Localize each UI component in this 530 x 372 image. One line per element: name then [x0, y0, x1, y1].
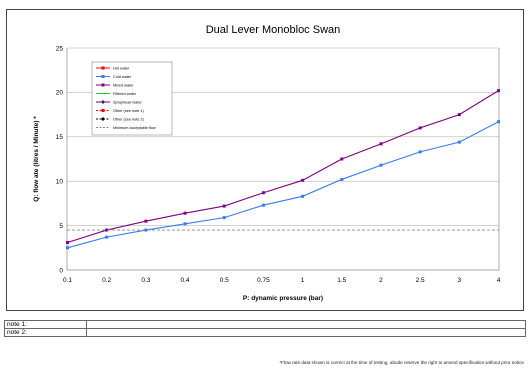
data-point — [340, 157, 344, 161]
legend-item: Cold water — [96, 75, 132, 79]
data-point — [418, 150, 422, 154]
legend-item: Other (see note 2) — [96, 117, 145, 122]
data-point — [457, 140, 461, 144]
x-tick-label: 0.2 — [102, 277, 111, 284]
note-row: note 1: — [4, 320, 526, 329]
x-tick-label: 0.4 — [181, 277, 190, 284]
data-point — [101, 117, 105, 121]
y-tick-label: 25 — [56, 45, 64, 52]
data-point — [183, 222, 187, 226]
x-tick-label: 4 — [497, 277, 501, 284]
data-point — [418, 126, 422, 130]
x-tick-label: 0.1 — [63, 277, 72, 284]
data-point — [340, 177, 344, 181]
series-line — [67, 121, 499, 249]
x-axis-label: P: dynamic pressure (bar) — [243, 295, 323, 302]
data-point — [101, 66, 105, 70]
x-tick-label: 2.5 — [416, 277, 425, 284]
data-point — [457, 113, 461, 117]
data-point — [379, 142, 383, 146]
data-point — [66, 246, 69, 250]
legend-item: Minimum acceptable flow — [96, 126, 156, 130]
data-point — [105, 235, 109, 239]
data-point — [101, 100, 105, 104]
gridlines — [67, 47, 499, 226]
legend-items: Hot water Cold water Mixed water Filtered w… — [96, 66, 156, 130]
notes-table: note 1: note 2: — [4, 320, 526, 337]
series-layer — [66, 89, 500, 250]
data-point — [261, 191, 265, 195]
data-point — [101, 83, 105, 87]
data-point — [301, 194, 305, 198]
data-point — [183, 211, 187, 215]
legend-label: Other (see note 2) — [113, 118, 145, 122]
x-tick-label: 1.5 — [337, 277, 346, 284]
data-point — [261, 203, 265, 207]
x-tick-labels: 0.1 0.2 0.3 0.4 0.5 0.75 1 1.5 2 2.5 3 4 — [63, 277, 501, 284]
y-tick-label: 10 — [56, 179, 64, 186]
data-point — [101, 75, 105, 78]
legend-label: Mixed water — [113, 84, 134, 88]
legend-item: Other (see note 1) — [96, 109, 145, 113]
legend-label: Other (see note 1) — [113, 109, 145, 113]
y-tick-label: 20 — [56, 90, 64, 97]
series-mixed-water — [66, 89, 500, 244]
legend-item: Mixed water — [96, 83, 134, 88]
y-tick-label: 5 — [59, 223, 63, 230]
note-text — [86, 328, 526, 337]
legend-label: Filtered water — [113, 92, 137, 96]
data-point — [144, 228, 148, 232]
x-tick-label: 0.3 — [141, 277, 150, 284]
series-cold-water — [66, 120, 500, 250]
legend-item: Filtered water — [96, 92, 137, 96]
legend: Hot water Cold water Mixed water Filtered w… — [91, 61, 173, 136]
x-tick-label: 1 — [301, 277, 305, 284]
x-tick-label: 0.5 — [220, 277, 229, 284]
series-line — [67, 90, 499, 243]
y-tick-labels: 0 5 10 15 20 25 — [56, 45, 64, 274]
chart-title: Dual Lever Monobloc Swan — [206, 24, 341, 36]
data-point — [379, 163, 383, 167]
y-axis-label: Q: flow ate (litres / Minute) * — [33, 116, 40, 202]
data-point — [222, 204, 226, 208]
data-point — [101, 109, 105, 112]
legend-label: Minimum acceptable flow — [113, 126, 156, 130]
y-tick-label: 0 — [59, 267, 63, 274]
note-label: note 2: — [4, 328, 87, 337]
note-row: note 2: — [4, 328, 526, 337]
data-point — [222, 216, 226, 220]
disclaimer-footnote: *Flow rate data shown is correct at the … — [279, 360, 524, 365]
chart-frame — [6, 9, 524, 311]
legend-label: Sprayhead water — [113, 101, 142, 105]
y-tick-label: 15 — [56, 134, 64, 141]
legend-item: Hot water — [96, 66, 130, 71]
legend-label: Hot water — [113, 67, 130, 71]
note-label: note 1: — [4, 320, 87, 329]
legend-item: Sprayhead water — [96, 100, 142, 105]
x-tick-label: 0.75 — [257, 277, 270, 284]
data-point — [66, 240, 69, 244]
note-text — [86, 320, 526, 329]
legend-label: Cold water — [113, 75, 132, 79]
x-tick-label: 2 — [379, 277, 383, 284]
data-point — [144, 219, 148, 223]
x-tick-label: 3 — [458, 277, 462, 284]
data-point — [105, 228, 109, 232]
legend-box — [91, 61, 173, 136]
data-point — [497, 120, 500, 124]
data-point — [497, 89, 500, 93]
data-point — [301, 178, 305, 182]
